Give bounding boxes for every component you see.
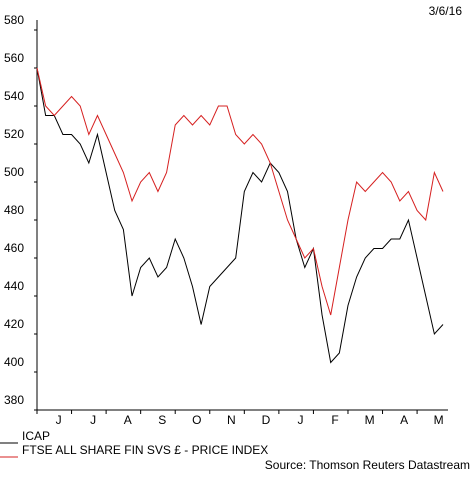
x-tick-label: O (192, 413, 201, 427)
legend-label: FTSE ALL SHARE FIN SVS £ - PRICE INDEX (22, 443, 268, 457)
date: 3/6/16 (429, 4, 463, 18)
legend-label: ICAP (22, 429, 50, 443)
y-tick-label: 500 (4, 165, 24, 179)
x-tick-label: A (400, 413, 408, 427)
y-tick-label: 420 (4, 317, 24, 331)
x-tick-label: J (90, 413, 96, 427)
y-tick-label: 440 (4, 279, 24, 293)
x-tick-label: A (124, 413, 132, 427)
y-tick-label: 520 (4, 127, 24, 141)
source: Source: Thomson Reuters Datastream (265, 458, 470, 472)
x-tick-label: F (331, 413, 338, 427)
x-tick-label: J (297, 413, 303, 427)
x-tick-label: M (365, 413, 375, 427)
x-tick-label: N (227, 413, 236, 427)
y-tick-label: 540 (4, 89, 24, 103)
series-line (36, 67, 444, 316)
y-tick-label: 560 (4, 51, 24, 65)
y-tick-label: 380 (4, 393, 24, 407)
series-line (36, 67, 444, 364)
x-tick-label: D (262, 413, 271, 427)
y-tick-label: 460 (4, 241, 24, 255)
x-tick-label: J (56, 413, 62, 427)
y-tick-label: 580 (4, 13, 24, 27)
x-tick-label: M (434, 413, 444, 427)
y-tick-label: 480 (4, 203, 24, 217)
y-tick-label: 400 (4, 355, 24, 369)
x-tick-label: S (158, 413, 166, 427)
